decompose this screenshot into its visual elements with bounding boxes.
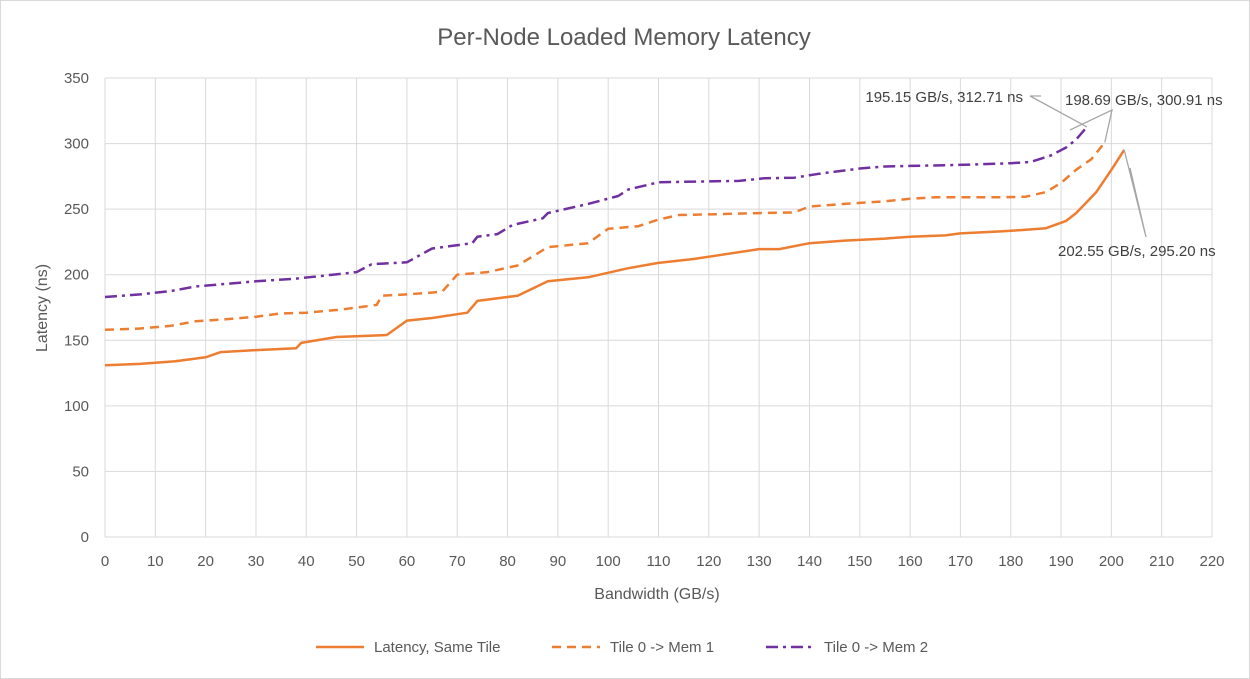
x-tick-label: 70 — [449, 553, 466, 570]
x-axis-label: Bandwidth (GB/s) — [594, 586, 719, 603]
x-tick-label: 30 — [248, 553, 265, 570]
x-tick-label: 40 — [298, 553, 315, 570]
y-tick-label: 150 — [64, 332, 89, 349]
x-tick-label: 130 — [747, 553, 772, 570]
callout-leader-line — [1029, 95, 1088, 128]
x-tick-label: 210 — [1149, 553, 1174, 570]
callout-leader-line — [1123, 149, 1147, 238]
x-tick-label: 60 — [399, 553, 416, 570]
legend-label-1: Latency, Same Tile — [374, 639, 500, 656]
x-tick-label: 120 — [696, 553, 721, 570]
callout-label: 202.55 GB/s, 295.20 ns — [1058, 243, 1216, 260]
y-tick-label: 200 — [64, 267, 89, 284]
y-tick-label: 100 — [64, 398, 89, 415]
y-tick-label: 0 — [81, 529, 89, 546]
x-tick-label: 150 — [847, 553, 872, 570]
series-line-1 — [104, 149, 1126, 367]
gridlines — [104, 77, 1213, 538]
x-axis-ticks: 0 10 20 30 40 50 60 70 80 90 100 110 120 130 140 150 160… — [101, 553, 1225, 570]
x-tick-label: 80 — [499, 553, 516, 570]
x-tick-label: 20 — [197, 553, 214, 570]
x-tick-label: 10 — [147, 553, 164, 570]
chart-title: Per-Node Loaded Memory Latency — [437, 24, 811, 51]
callout-label: 195.15 GB/s, 312.71 ns — [865, 89, 1023, 106]
x-tick-label: 90 — [550, 553, 567, 570]
x-tick-label: 160 — [898, 553, 923, 570]
y-tick-label: 300 — [64, 136, 89, 153]
data-callouts: 195.15 GB/s, 312.71 ns 198.69 GB/s, 300.9… — [865, 89, 1222, 260]
x-tick-label: 220 — [1199, 553, 1224, 570]
x-tick-label: 200 — [1099, 553, 1124, 570]
x-tick-label: 140 — [797, 553, 822, 570]
callout-leader-line — [1069, 108, 1113, 143]
x-tick-label: 50 — [348, 553, 365, 570]
y-tick-label: 350 — [64, 70, 89, 87]
legend-label-2: Tile 0 -> Mem 1 — [610, 639, 714, 656]
series-lines — [104, 126, 1126, 367]
x-tick-label: 180 — [998, 553, 1023, 570]
callout-label: 198.69 GB/s, 300.91 ns — [1065, 92, 1223, 109]
series-line-3 — [104, 126, 1088, 299]
x-tick-label: 0 — [101, 553, 109, 570]
x-tick-label: 190 — [1049, 553, 1074, 570]
legend-label-3: Tile 0 -> Mem 2 — [824, 639, 928, 656]
x-tick-label: 100 — [596, 553, 621, 570]
y-tick-label: 50 — [72, 463, 89, 480]
x-tick-label: 170 — [948, 553, 973, 570]
y-axis-label: Latency (ns) — [34, 264, 51, 352]
x-tick-label: 110 — [647, 553, 671, 570]
y-axis-ticks: 0 50 100 150 200 250 300 350 — [64, 70, 89, 546]
legend: Latency, Same Tile Tile 0 -> Mem 1 Tile 0 … — [316, 639, 928, 656]
y-tick-label: 250 — [64, 201, 89, 218]
series-line-2 — [104, 141, 1106, 332]
